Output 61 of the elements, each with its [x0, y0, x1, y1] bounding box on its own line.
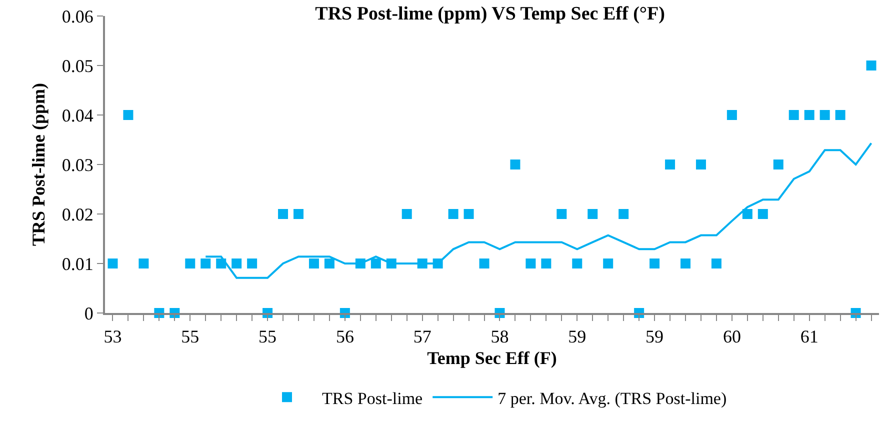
- x-tick-label: 55: [181, 326, 200, 347]
- point: [526, 258, 536, 268]
- point: [711, 258, 722, 268]
- point: [324, 258, 334, 268]
- point: [308, 258, 319, 268]
- point: [294, 209, 304, 219]
- point: [742, 209, 752, 219]
- line-series: [204, 142, 872, 279]
- y-tick-label: 0.02: [62, 204, 94, 224]
- y-tick-label: 0.03: [62, 154, 94, 175]
- point: [758, 209, 768, 219]
- y-tick-label: 0.05: [62, 56, 94, 76]
- point: [123, 110, 134, 120]
- legend-label: TRS Post-lime: [322, 388, 423, 408]
- point: [665, 160, 676, 170]
- point: [510, 160, 520, 170]
- x-tick-label: 57: [413, 326, 432, 347]
- point: [603, 258, 614, 268]
- point: [247, 258, 258, 268]
- point: [464, 209, 474, 219]
- point: [185, 258, 196, 268]
- x-axis-title: Temp Sec Eff (F): [427, 348, 557, 368]
- point: [650, 258, 660, 268]
- point: [618, 209, 629, 219]
- x-tick-label: 59: [646, 326, 664, 347]
- point: [804, 110, 814, 120]
- x-tick-label: 53: [104, 326, 122, 347]
- point: [278, 209, 288, 219]
- point: [788, 110, 799, 120]
- point: [138, 258, 149, 268]
- y-tick-label: 0.04: [62, 105, 94, 126]
- point: [232, 258, 242, 268]
- y-axis-title: TRS Post-lime (ppm): [28, 83, 49, 246]
- point: [572, 258, 582, 268]
- point: [108, 258, 118, 268]
- point: [696, 160, 706, 170]
- x-tick-label: 58: [490, 326, 509, 347]
- point: [588, 209, 598, 219]
- point: [370, 258, 381, 268]
- point: [200, 258, 211, 268]
- y-tick-label: 0.01: [62, 254, 94, 274]
- x-tick-label: 56: [336, 326, 354, 347]
- y-tick-label: 0: [84, 303, 94, 324]
- legend-label: 7 per. Mov. Avg. (TRS Post-lime): [498, 388, 727, 408]
- x-tick-label: 55: [258, 326, 277, 347]
- point: [541, 258, 552, 268]
- point: [866, 60, 876, 70]
- point: [835, 110, 846, 120]
- point: [680, 258, 690, 268]
- x-tick-label: 60: [722, 326, 741, 347]
- point: [448, 209, 458, 219]
- point: [820, 110, 830, 120]
- x-tick-label: 61: [800, 326, 818, 347]
- point: [726, 110, 737, 120]
- y-tick-label: 0.06: [62, 6, 94, 26]
- x-tick-label: 59: [568, 326, 586, 347]
- point: [556, 209, 567, 219]
- point: [773, 160, 784, 170]
- point: [402, 209, 412, 219]
- point: [479, 258, 490, 268]
- chart-title: TRS Post-lime (ppm) VS Temp Sec Eff (°F): [315, 4, 665, 25]
